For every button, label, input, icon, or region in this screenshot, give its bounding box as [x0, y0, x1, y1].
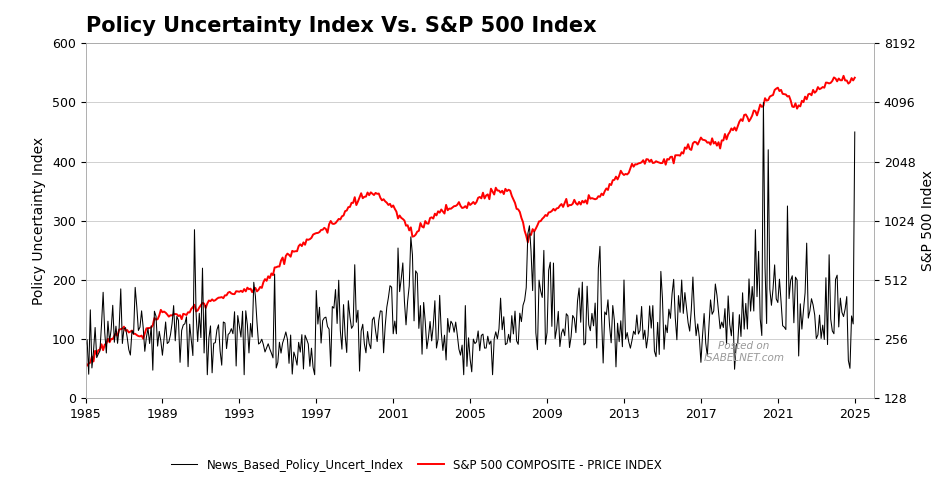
S&P 500 COMPOSITE - PRICE INDEX: [849, 75, 861, 81]
News_Based_Policy_Uncert_Index: [817, 322, 828, 328]
Y-axis label: S&P 500 Index: S&P 500 Index: [922, 170, 935, 271]
S&P 500 COMPOSITE - PRICE INDEX: [82, 363, 93, 369]
S&P 500 COMPOSITE - PRICE INDEX: [639, 161, 651, 167]
Text: Policy Uncertainty Index Vs. S&P 500 Index: Policy Uncertainty Index Vs. S&P 500 Ind…: [86, 16, 597, 36]
News_Based_Policy_Uncert_Index: [471, 339, 483, 345]
News_Based_Policy_Uncert_Index: [201, 372, 213, 378]
S&P 500 COMPOSITE - PRICE INDEX: [649, 160, 660, 166]
Line: S&P 500 COMPOSITE - PRICE INDEX: S&P 500 COMPOSITE - PRICE INDEX: [86, 76, 855, 366]
News_Based_Policy_Uncert_Index: [849, 129, 861, 135]
S&P 500 COMPOSITE - PRICE INDEX: [838, 73, 849, 79]
S&P 500 COMPOSITE - PRICE INDEX: [430, 213, 442, 218]
News_Based_Policy_Uncert_Index: [758, 99, 770, 105]
Legend: News_Based_Policy_Uncert_Index, S&P 500 COMPOSITE - PRICE INDEX: News_Based_Policy_Uncert_Index, S&P 500 …: [166, 454, 667, 477]
News_Based_Policy_Uncert_Index: [639, 327, 651, 333]
News_Based_Policy_Uncert_Index: [430, 345, 442, 351]
News_Based_Policy_Uncert_Index: [623, 339, 635, 345]
Text: Posted on
ISABELNET.com: Posted on ISABELNET.com: [703, 341, 785, 363]
Line: News_Based_Policy_Uncert_Index: News_Based_Policy_Uncert_Index: [86, 102, 855, 375]
News_Based_Policy_Uncert_Index: [80, 343, 91, 349]
S&P 500 COMPOSITE - PRICE INDEX: [623, 170, 635, 176]
S&P 500 COMPOSITE - PRICE INDEX: [815, 85, 826, 91]
Y-axis label: Policy Uncertainty Index: Policy Uncertainty Index: [32, 137, 47, 305]
S&P 500 COMPOSITE - PRICE INDEX: [471, 199, 483, 205]
S&P 500 COMPOSITE - PRICE INDEX: [80, 360, 91, 366]
News_Based_Policy_Uncert_Index: [649, 348, 660, 354]
